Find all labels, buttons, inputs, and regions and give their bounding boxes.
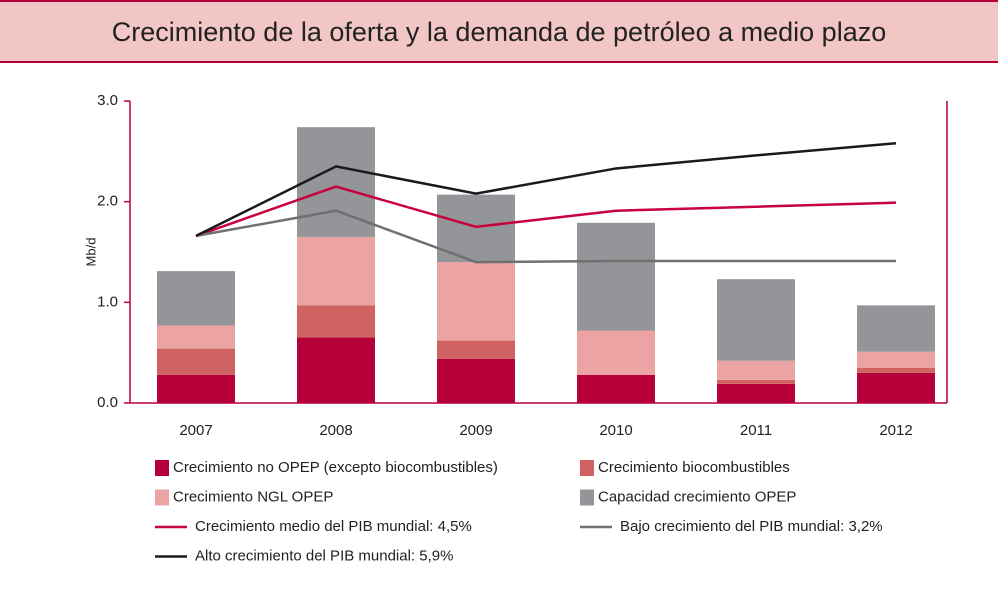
y-axis-label: Mb/d [83, 238, 98, 267]
x-tick-label: 2009 [459, 422, 492, 439]
bar-segment [857, 351, 935, 368]
legend-label: Crecimiento biocombustibles [598, 459, 790, 476]
bar-segment [857, 305, 935, 352]
chart-title: Crecimiento de la oferta y la demanda de… [112, 17, 886, 47]
bar-segment [297, 236, 375, 306]
legend-label: Crecimiento medio del PIB mundial: 4,5% [195, 518, 472, 535]
bar-segment [297, 337, 375, 403]
bar-segment [577, 374, 655, 403]
bar-segment [437, 194, 515, 263]
x-tick-label: 2012 [879, 422, 912, 439]
legend-swatch [580, 460, 594, 476]
bar-segment [577, 330, 655, 375]
legend-swatch [155, 460, 169, 476]
bar-segment [717, 383, 795, 403]
bar-segment [717, 279, 795, 361]
legend-label: Crecimiento no OPEP (excepto biocombusti… [173, 459, 498, 476]
legend-swatch [580, 489, 594, 506]
legend-label: Bajo crecimiento del PIB mundial: 3,2% [620, 518, 883, 535]
bar-segment [437, 262, 515, 341]
line-series [195, 142, 897, 238]
legend-swatch [155, 489, 169, 506]
y-tick-label: 0.0 [97, 394, 118, 411]
bar-segment [157, 325, 235, 349]
title-bar [0, 0, 998, 62]
x-tick-label: 2007 [179, 422, 212, 439]
x-tick-label: 2008 [319, 422, 352, 439]
x-tick-label: 2010 [599, 422, 632, 439]
bar-segment [717, 360, 795, 380]
bar-segment [157, 271, 235, 326]
bar-segment [857, 367, 935, 373]
bar-segment [157, 374, 235, 403]
legend-label: Alto crecimiento del PIB mundial: 5,9% [195, 547, 453, 564]
y-tick-label: 2.0 [97, 193, 118, 210]
line-series [195, 209, 896, 264]
y-tick-label: 3.0 [97, 92, 118, 109]
bar-segment [297, 305, 375, 338]
bar-segment [437, 358, 515, 403]
bar-segment [857, 372, 935, 403]
bar-segment [717, 379, 795, 384]
legend-label: Crecimiento NGL OPEP [173, 488, 333, 505]
bar-segment [437, 340, 515, 359]
bar-segment [297, 127, 375, 237]
bar-segment [157, 348, 235, 375]
line-series [195, 185, 897, 238]
y-tick-label: 1.0 [97, 293, 118, 310]
legend-label: Capacidad crecimiento OPEP [598, 488, 796, 505]
bar-segment [577, 222, 655, 331]
x-tick-label: 2011 [740, 422, 772, 439]
